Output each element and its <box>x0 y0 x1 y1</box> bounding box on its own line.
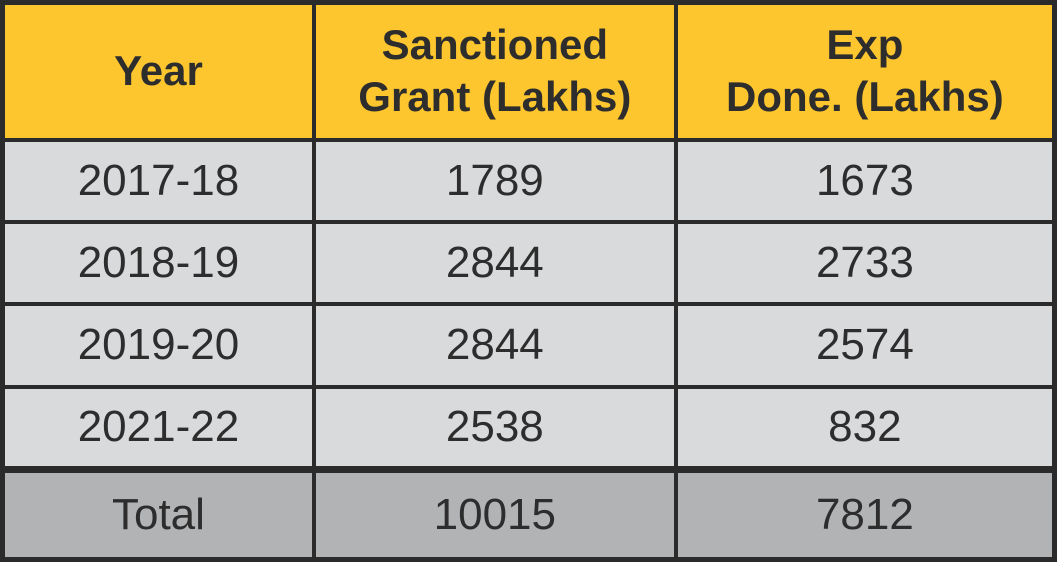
table-header-row: Year Sanctioned Grant (Lakhs) Exp Done. … <box>0 0 1057 142</box>
header-cell-exp-done: Exp Done. (Lakhs) <box>673 0 1057 142</box>
total-label-cell: Total <box>0 465 316 562</box>
header-cell-sanctioned-grant: Sanctioned Grant (Lakhs) <box>311 0 678 142</box>
total-sanctioned-cell: 10015 <box>311 465 678 562</box>
cell-sanctioned-grant: 2844 <box>311 219 678 307</box>
cell-exp-done: 832 <box>673 384 1057 472</box>
header-cell-year: Year <box>0 0 316 142</box>
table-row: 2017-18 1789 1673 <box>0 137 1057 224</box>
table-row: 2021-22 2538 832 <box>0 384 1057 472</box>
table-total-row: Total 10015 7812 <box>0 465 1057 562</box>
cell-year: 2017-18 <box>0 137 316 224</box>
table-row: 2019-20 2844 2574 <box>0 302 1057 389</box>
cell-exp-done: 2733 <box>673 219 1057 307</box>
cell-year: 2018-19 <box>0 219 316 307</box>
cell-sanctioned-grant: 2538 <box>311 384 678 472</box>
total-exp-cell: 7812 <box>673 465 1057 562</box>
cell-sanctioned-grant: 2844 <box>311 302 678 389</box>
cell-year: 2019-20 <box>0 302 316 389</box>
table-row: 2018-19 2844 2733 <box>0 219 1057 307</box>
cell-exp-done: 2574 <box>673 302 1057 389</box>
cell-year: 2021-22 <box>0 384 316 472</box>
cell-sanctioned-grant: 1789 <box>311 137 678 224</box>
cell-exp-done: 1673 <box>673 137 1057 224</box>
